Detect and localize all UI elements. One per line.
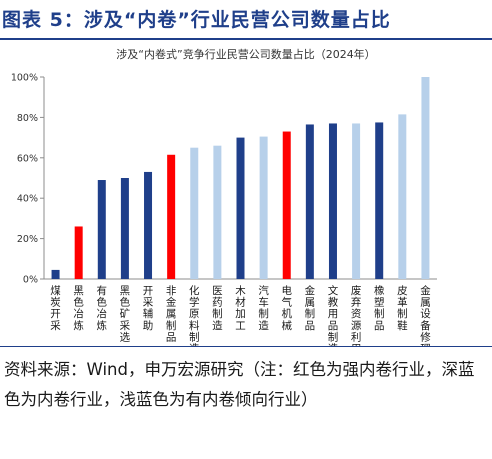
x-tick-label: 电气机械 — [281, 284, 292, 332]
x-tick-label: 皮革制鞋 — [397, 284, 408, 332]
chart-title: 涉及“内卷式”竞争行业民营公司数量占比（2024年） — [116, 48, 376, 61]
bar — [120, 178, 129, 279]
x-tick-label: 医药制造 — [212, 285, 223, 332]
x-tick-label: 文教用品制造 — [328, 284, 339, 346]
bar — [74, 226, 83, 279]
bar — [236, 137, 245, 279]
x-tick-label: 有色冶炼 — [97, 284, 108, 332]
bar-chart: 0% 20% 40% 60% 80% 100% 煤炭开采 黑色冶炼 有色冶炼 黑色矿采选 开采辅助 非… — [11, 73, 437, 346]
bar — [190, 147, 199, 279]
y-tick-label: 0% — [23, 275, 38, 286]
x-tick-label: 金属制品 — [305, 284, 316, 332]
x-tick-label: 废弃资源利用 — [351, 284, 362, 346]
bar — [51, 269, 60, 279]
y-tick-label: 60% — [17, 153, 38, 164]
bar — [213, 145, 222, 279]
y-tick-label: 100% — [11, 73, 38, 84]
x-tick-label: 黑色矿采选 — [120, 285, 131, 343]
x-tick-label: 金属设备修理 — [420, 284, 431, 346]
bar — [398, 114, 407, 280]
y-tick-label: 20% — [17, 234, 38, 245]
bar — [352, 123, 361, 280]
x-tick-label: 煤炭开采 — [50, 284, 61, 332]
bar — [144, 171, 153, 279]
source-divider — [0, 346, 492, 347]
bar — [259, 136, 268, 279]
x-tick-label: 黑色冶炼 — [73, 285, 84, 332]
y-tick-label: 80% — [17, 113, 38, 124]
x-tick-label: 橡塑制品 — [374, 284, 385, 332]
x-tick-label: 汽车制造 — [258, 284, 269, 332]
y-tick-label: 40% — [17, 194, 38, 205]
x-tick-label: 化学原料制造 — [189, 284, 200, 346]
bar — [328, 123, 337, 280]
x-tick-label: 非金属制品 — [166, 285, 177, 343]
bar — [97, 180, 106, 279]
figure-title: 图表 5：涉及“内卷”行业民营公司数量占比 — [2, 9, 391, 31]
x-tick-label: 开采辅助 — [143, 285, 154, 332]
figure-header: 图表 5：涉及“内卷”行业民营公司数量占比 — [0, 0, 492, 40]
source-note: 资料来源：Wind，申万宏源研究（注：红色为强内卷行业，深蓝色为内卷行业，浅蓝色… — [4, 360, 475, 409]
bar — [421, 77, 430, 279]
bar — [375, 122, 384, 279]
x-tick-label: 木材加工 — [235, 285, 246, 332]
bar — [167, 154, 176, 279]
bar — [305, 124, 314, 279]
bar — [282, 131, 291, 279]
